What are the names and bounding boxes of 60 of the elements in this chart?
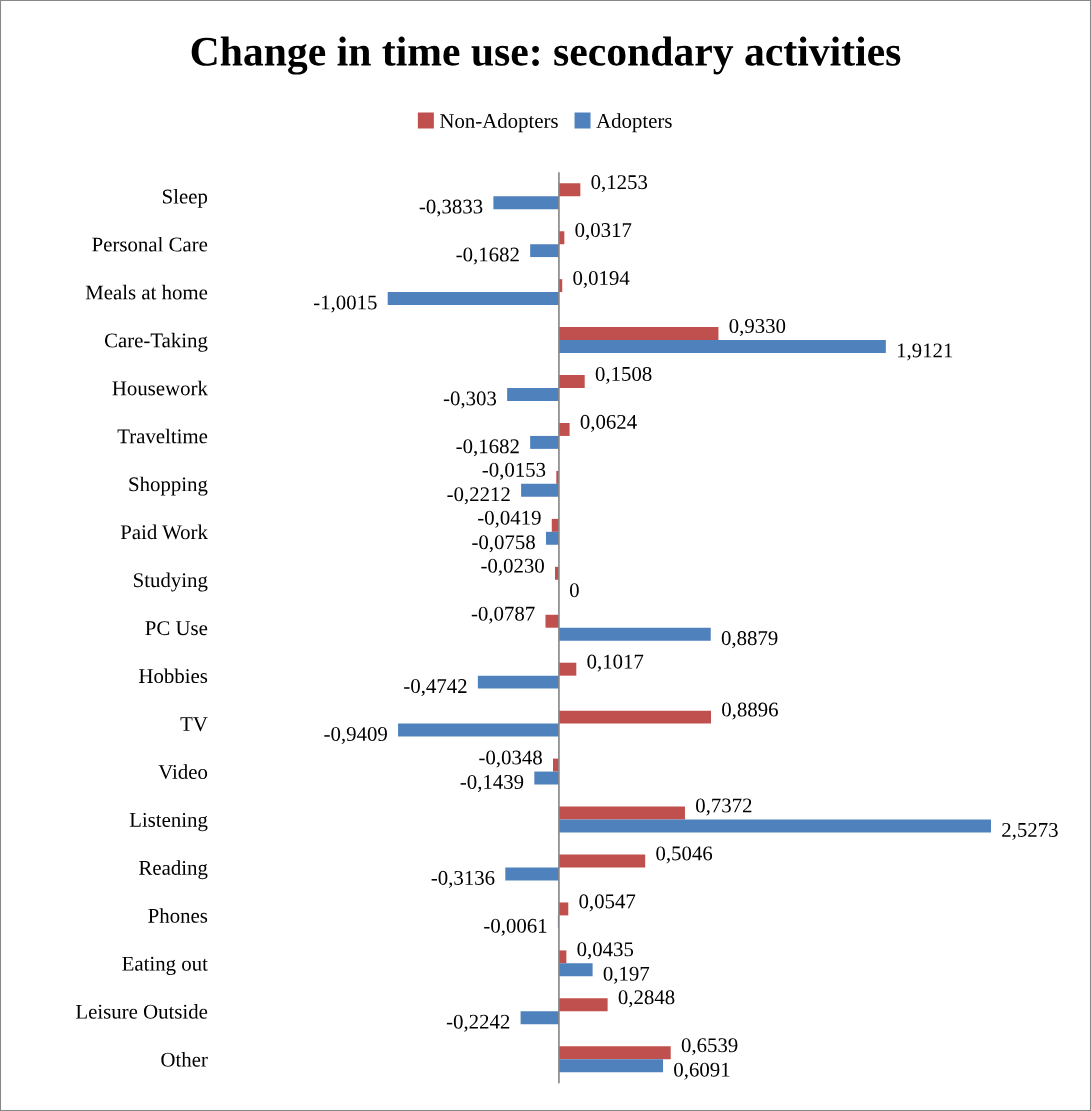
data-label: -0,0348 bbox=[479, 750, 542, 768]
y-tick-label: Personal Care bbox=[92, 236, 208, 252]
data-label: 0,8879 bbox=[721, 631, 778, 649]
data-label: 0,0194 bbox=[573, 271, 630, 289]
y-tick-label: Eating out bbox=[122, 956, 208, 976]
y-tick-label: Sleep bbox=[162, 188, 208, 208]
y-tick-label: Paid Work bbox=[120, 524, 208, 540]
y-tick-label: PC Use bbox=[145, 621, 208, 636]
data-label: -0,4742 bbox=[404, 679, 467, 697]
data-label: 0,1508 bbox=[595, 366, 652, 384]
data-label: 0,6539 bbox=[681, 1038, 738, 1056]
data-label: -0,3833 bbox=[419, 199, 483, 217]
legend-label: Adopters bbox=[596, 113, 672, 133]
data-label: -0,1682 bbox=[456, 439, 519, 457]
y-tick-label: Hobbies bbox=[139, 668, 208, 684]
data-label: -1,0015 bbox=[313, 295, 377, 313]
data-label: 2,5273 bbox=[1002, 822, 1058, 840]
data-label: -0,0787 bbox=[471, 606, 535, 624]
data-label: -0,0419 bbox=[478, 510, 541, 528]
data-label: 0,1017 bbox=[587, 654, 644, 672]
data-label: -0,0153 bbox=[482, 462, 546, 480]
data-label: 0,197 bbox=[603, 966, 650, 984]
chart-title: Change in time use: secondary activities bbox=[191, 36, 901, 75]
y-tick-label: Meals at home bbox=[85, 284, 208, 300]
data-label: -0,0230 bbox=[481, 558, 544, 576]
data-label: -0,2212 bbox=[447, 487, 510, 505]
data-label: 0,7372 bbox=[696, 798, 752, 816]
y-tick-label: Traveltime bbox=[117, 428, 208, 444]
data-label: 0,2848 bbox=[618, 990, 675, 1008]
data-label: 0,8896 bbox=[722, 702, 778, 720]
data-label: -0,1439 bbox=[460, 774, 524, 792]
data-label: 0,0624 bbox=[580, 414, 637, 432]
y-tick-label: Leisure Outside bbox=[75, 1004, 208, 1019]
data-label: -0,3136 bbox=[431, 870, 495, 888]
y-tick-label: Video bbox=[158, 764, 208, 780]
data-label: -0,303 bbox=[443, 391, 497, 409]
data-label: -0,9409 bbox=[324, 726, 387, 745]
y-tick-label: Care-Taking bbox=[104, 332, 208, 352]
data-label: 0 bbox=[569, 583, 579, 598]
data-label: -0,2242 bbox=[446, 1014, 510, 1032]
y-tick-label: Listening bbox=[129, 812, 208, 832]
y-tick-label: Reading bbox=[139, 860, 208, 880]
y-tick-label: TV bbox=[180, 717, 208, 732]
y-tick-label: Housework bbox=[112, 380, 208, 396]
y-tick-label: Studying bbox=[134, 572, 208, 592]
data-label: -0,0061 bbox=[484, 918, 547, 936]
data-label: -0,1682 bbox=[456, 247, 519, 265]
data-label: 0,0547 bbox=[579, 894, 636, 912]
data-label: 0,6091 bbox=[674, 1062, 730, 1080]
data-label: 0,0435 bbox=[577, 942, 634, 960]
data-label: 0,5046 bbox=[656, 846, 713, 864]
data-label: 0,0317 bbox=[575, 223, 632, 241]
data-label: -0,0758 bbox=[472, 535, 535, 553]
y-tick-label: Phones bbox=[148, 908, 208, 923]
data-label: 0,1253 bbox=[591, 175, 648, 193]
y-tick-label: Shopping bbox=[129, 476, 208, 496]
legend-label: Non-Adopters bbox=[439, 113, 558, 133]
y-tick-label: Other bbox=[161, 1052, 208, 1067]
data-label: 1,9121 bbox=[897, 343, 953, 361]
data-label: 0,9330 bbox=[729, 318, 786, 337]
